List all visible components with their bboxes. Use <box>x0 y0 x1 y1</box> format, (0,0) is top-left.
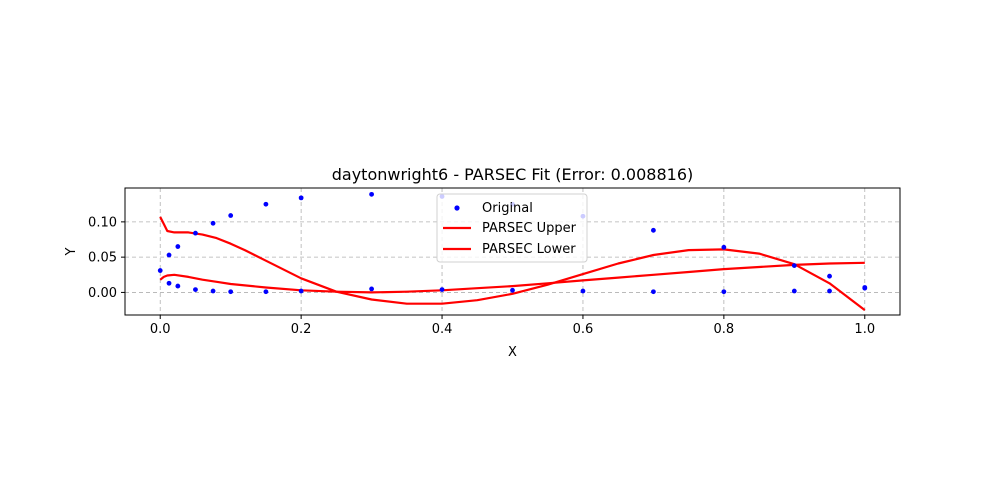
original-point <box>157 268 163 273</box>
original-point <box>228 213 234 218</box>
ticks: 0.0 0.2 0.4 0.6 0.8 1.0 0.00 0.05 0.10 <box>88 215 875 337</box>
x-tick-label: 1.0 <box>854 322 875 337</box>
original-point <box>369 191 374 197</box>
original-point <box>369 286 374 292</box>
x-tick-label: 0.2 <box>291 322 312 337</box>
original-point <box>228 289 234 295</box>
original-point <box>510 287 515 293</box>
original-point <box>210 220 216 226</box>
y-tick-label: 0.05 <box>88 251 117 266</box>
original-point <box>827 273 832 279</box>
original-point <box>791 288 797 294</box>
y-axis-label: Y <box>64 247 79 256</box>
x-tick-label: 0.6 <box>573 322 594 337</box>
original-point <box>263 201 269 207</box>
x-tick-label: 0.4 <box>432 322 453 337</box>
original-point <box>298 288 304 294</box>
original-point <box>827 288 832 294</box>
legend-box <box>436 193 588 263</box>
original-point <box>298 195 304 201</box>
x-tick-label: 0.8 <box>714 322 735 337</box>
original-point <box>166 280 172 286</box>
original-points <box>157 191 868 295</box>
original-point <box>166 252 172 258</box>
chart-title: daytonwright6 - PARSEC Fit (Error: 0.008… <box>332 165 694 184</box>
original-point <box>210 288 216 294</box>
original-point <box>791 263 797 269</box>
legend-label-lower: PARSEC Lower <box>482 242 576 257</box>
y-tick-label: 0.00 <box>88 286 117 301</box>
original-point <box>263 289 269 295</box>
original-point <box>651 227 656 233</box>
original-point <box>439 287 445 292</box>
legend-label-upper: PARSEC Upper <box>482 221 577 236</box>
legend: Original PARSEC Upper PARSEC Lower <box>436 193 588 263</box>
x-axis-label: X <box>508 345 517 360</box>
parsec-lower-line <box>159 261 865 294</box>
legend-label-original: Original <box>482 201 533 216</box>
legend-marker-original <box>454 205 460 211</box>
original-point <box>721 289 727 295</box>
original-point <box>193 230 198 236</box>
x-tick-label: 0.0 <box>150 322 171 337</box>
original-point <box>721 244 727 250</box>
original-point <box>862 285 868 291</box>
y-tick-label: 0.10 <box>88 215 117 230</box>
original-point <box>580 288 586 294</box>
original-point <box>651 289 656 295</box>
original-point <box>193 287 198 292</box>
original-point <box>175 244 181 249</box>
axes-frame <box>124 187 901 316</box>
original-point <box>175 283 181 289</box>
